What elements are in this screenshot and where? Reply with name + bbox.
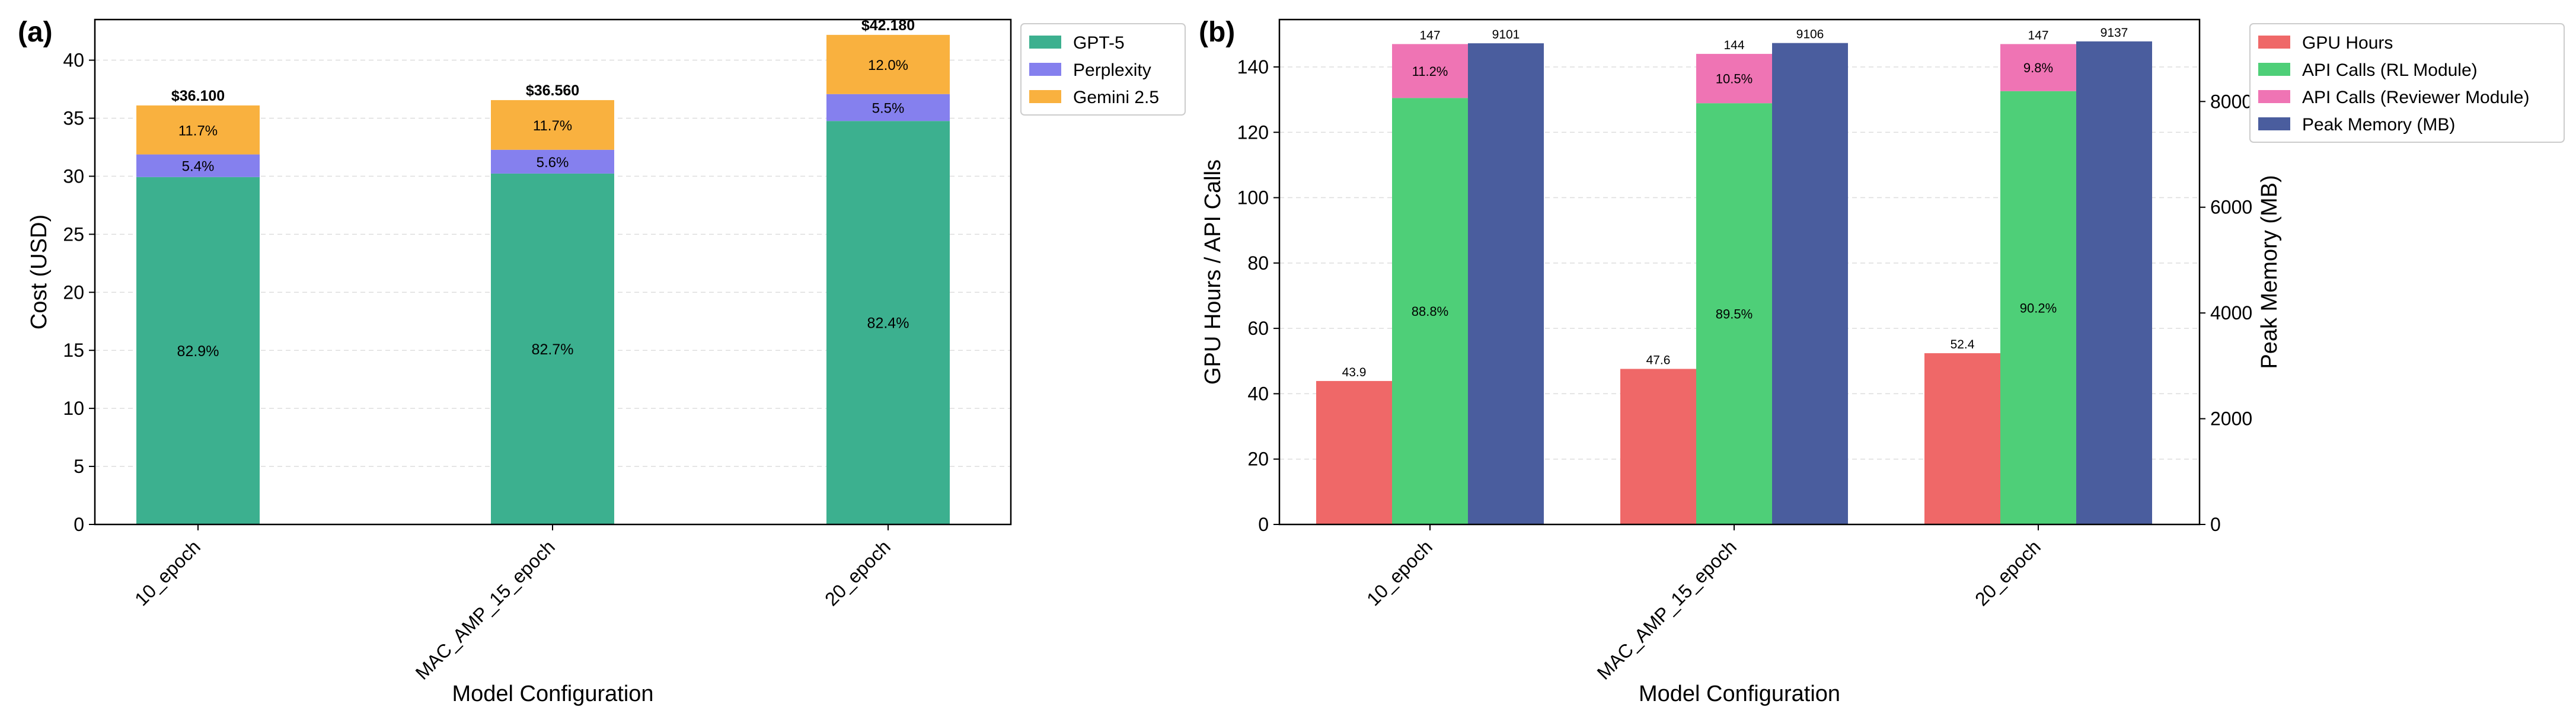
ytick-label-a: 0 [74, 514, 84, 535]
segment-percent-label: 10.5% [1716, 72, 1753, 87]
y-axis-label-a: Cost (USD) [27, 215, 52, 329]
segment-percent-label: 5.6% [537, 155, 569, 171]
legend-swatch-api-calls-rl-module- [2258, 63, 2290, 76]
segment-percent-label: 90.2% [2020, 300, 2057, 315]
ytick-label-a: 25 [63, 223, 84, 245]
bar-value-label: 43.9 [1342, 366, 1367, 379]
legend-box-b [2249, 23, 2565, 143]
bar-api-calls-rl [1392, 98, 1468, 525]
segment-percent-label: 82.9% [177, 343, 219, 360]
segment-percent-label: 9.8% [2023, 60, 2053, 75]
ytick-label-b: 0 [1258, 514, 1269, 535]
bar-value-label: 9106 [1796, 28, 1824, 41]
bar-segment-gemini-2-5 [826, 34, 950, 94]
legend-swatch-gpu-hours [2258, 36, 2290, 49]
legend-swatch-gpt-5 [1029, 36, 1061, 49]
bar-api-calls-reviewer [1696, 53, 1772, 104]
x-axis-label-b: Model Configuration [1639, 681, 1840, 706]
legend-label-a: Gemini 2.5 [1073, 88, 1159, 107]
bar-peak-memory [1772, 43, 1848, 524]
axes-frame-b [1278, 18, 2201, 526]
ytick-right-label-b: 2000 [2210, 408, 2252, 430]
segment-percent-label: 5.4% [182, 159, 215, 175]
ytick-label-b: 60 [1247, 318, 1269, 339]
segment-percent-label: 82.7% [532, 341, 574, 358]
legend-label-a: Perplexity [1073, 60, 1151, 80]
bar-api-calls-reviewer [2000, 44, 2076, 91]
ytick-label-b: 140 [1237, 56, 1269, 78]
ytick-label-a: 35 [63, 107, 84, 129]
ytick-label-b: 100 [1237, 187, 1269, 209]
bar-segment-gpt-5 [491, 173, 614, 525]
legend-swatch-peak-memory-mb- [2258, 117, 2290, 130]
segment-percent-label: 11.7% [533, 118, 572, 134]
ytick-label-a: 15 [63, 340, 84, 361]
ytick-label-a: 20 [63, 281, 84, 303]
bar-segment-perplexity [491, 149, 614, 174]
legend-swatch-gemini-2-5 [1029, 90, 1061, 103]
segment-percent-label: 88.8% [1412, 304, 1448, 319]
bar-peak-memory [1468, 43, 1544, 525]
segment-percent-label: 11.7% [178, 123, 218, 139]
bar-segment-gemini-2-5 [136, 105, 260, 155]
bar-total-label: $36.100 [171, 88, 225, 104]
legend-label-a: GPT-5 [1073, 33, 1125, 53]
ytick-label-b: 20 [1247, 449, 1269, 470]
ytick-label-a: 10 [63, 398, 84, 419]
api-total-label: 144 [1723, 39, 1744, 52]
bar-gpu-hours [1620, 369, 1696, 524]
y-axis-right-label-b: Peak Memory (MB) [2257, 175, 2282, 369]
x-axis-label-a: Model Configuration [452, 681, 653, 706]
bar-value-label: 9101 [1492, 28, 1520, 41]
segment-percent-label: 89.5% [1716, 307, 1753, 322]
bar-value-label: 9137 [2101, 26, 2128, 40]
ytick-label-a: 30 [63, 165, 84, 187]
api-total-label: 147 [2028, 28, 2048, 42]
bar-api-calls-reviewer [1392, 44, 1468, 98]
bar-segment-gpt-5 [136, 177, 260, 525]
bar-segment-gemini-2-5 [491, 100, 614, 150]
legend-label-b: API Calls (Reviewer Module) [2302, 88, 2529, 107]
ytick-right-label-b: 8000 [2210, 91, 2252, 112]
ytick-right-label-b: 4000 [2210, 302, 2252, 324]
bar-segment-perplexity [826, 94, 950, 121]
panel-label-b: (b) [1199, 17, 1235, 48]
ytick-label-a: 5 [74, 456, 84, 477]
ytick-label-b: 40 [1247, 383, 1269, 404]
ytick-right-label-b: 6000 [2210, 197, 2252, 218]
ytick-right-label-b: 0 [2210, 514, 2221, 535]
bar-peak-memory [2076, 41, 2152, 525]
bar-total-label: $36.560 [526, 82, 579, 99]
segment-percent-label: 12.0% [868, 57, 908, 73]
bar-gpu-hours [1924, 353, 2000, 524]
segment-percent-label: 11.2% [1412, 64, 1448, 79]
bar-api-calls-rl [2000, 91, 2076, 525]
bar-value-label: 47.6 [1646, 354, 1671, 367]
segment-percent-label: 82.4% [867, 315, 909, 332]
legend-box-a [1020, 23, 1186, 116]
bar-gpu-hours [1316, 380, 1392, 524]
legend-label-b: API Calls (RL Module) [2302, 60, 2478, 80]
segment-percent-label: 5.5% [872, 100, 905, 116]
legend-label-b: Peak Memory (MB) [2302, 115, 2455, 135]
legend-swatch-api-calls-reviewer-module- [2258, 90, 2290, 103]
ytick-label-a: 40 [63, 50, 84, 71]
ytick-label-b: 120 [1237, 121, 1269, 143]
bar-api-calls-rl [1696, 103, 1772, 524]
bar-value-label: 52.4 [1951, 338, 1975, 351]
bar-segment-gpt-5 [826, 121, 950, 524]
api-total-label: 147 [1419, 28, 1440, 42]
legend-swatch-perplexity [1029, 63, 1061, 76]
ytick-label-b: 80 [1247, 252, 1269, 274]
legend-label-b: GPU Hours [2302, 33, 2393, 53]
bar-segment-perplexity [136, 154, 260, 177]
y-axis-label-b: GPU Hours / API Calls [1201, 159, 1225, 385]
panel-label-a: (a) [18, 17, 53, 48]
